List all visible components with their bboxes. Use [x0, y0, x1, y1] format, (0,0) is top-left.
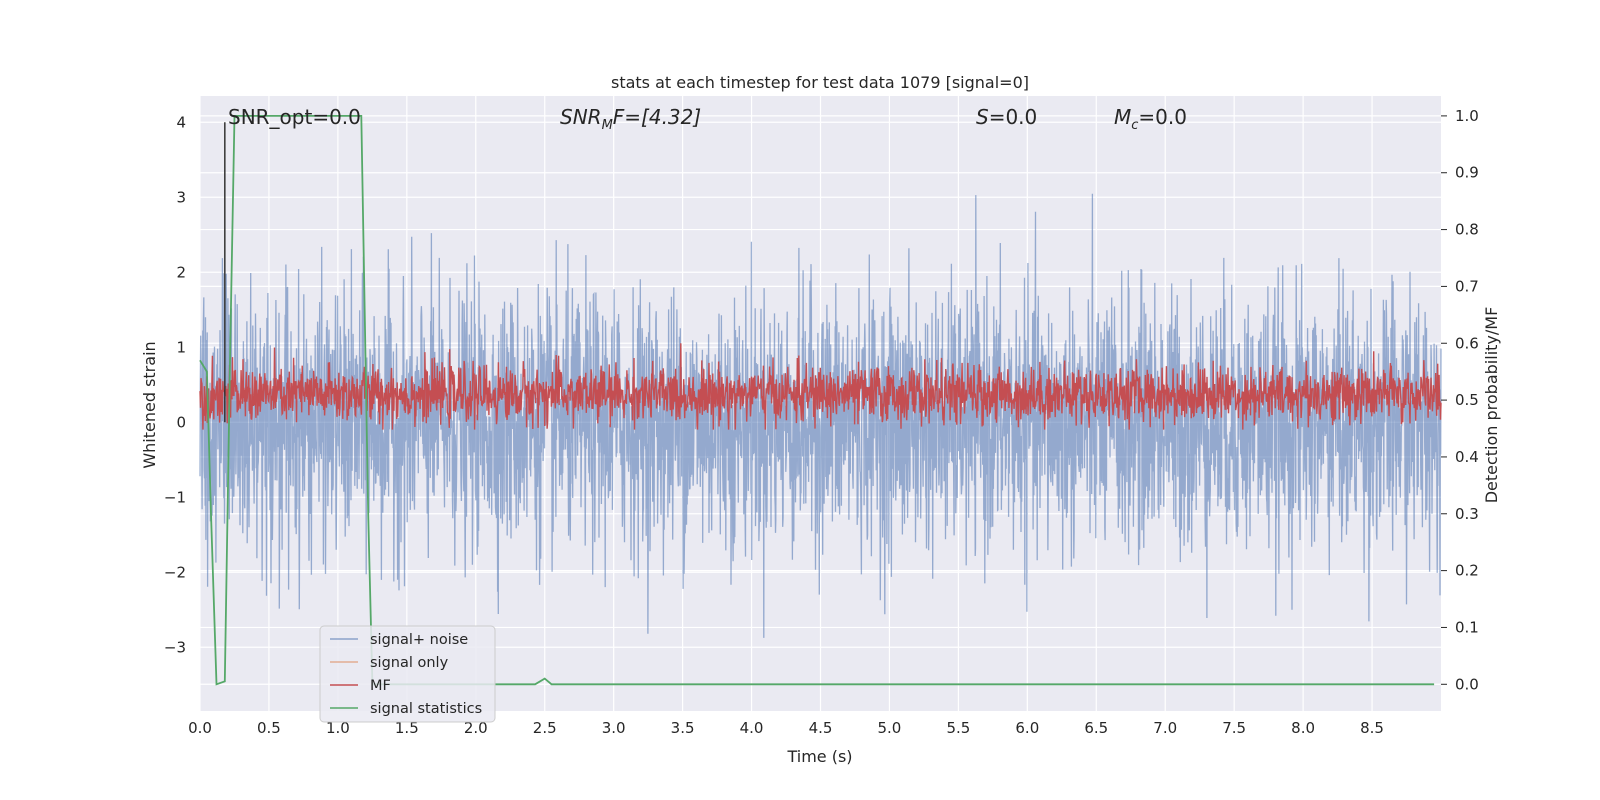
- y-axis-right-ticks: 1.0 0.9 0.8 0.7 0.6 0.5 0.4 0.3 0.2 0.1 0.0: [1441, 107, 1479, 693]
- x-tick-label: 0.5: [257, 719, 281, 737]
- annotation-snr-mf-sub: M: [602, 118, 613, 133]
- legend-box: [319, 625, 496, 723]
- y-left-tick-label: 4: [176, 113, 186, 131]
- x-tick-label: 4.0: [740, 719, 764, 737]
- y-right-tick-label: 0.9: [1455, 164, 1479, 182]
- legend-label-mf: MF: [370, 678, 391, 694]
- x-tick-label: 5.5: [946, 719, 970, 737]
- legend: signal+ noise signal only MF signal stat…: [319, 625, 496, 723]
- x-axis-label: Time (s): [786, 747, 852, 766]
- x-tick-label: 3.0: [602, 719, 626, 737]
- series-line-signal-noise: [199, 193, 1442, 638]
- x-tick-label: 7.0: [1153, 719, 1177, 737]
- series-mf: [199, 343, 1442, 430]
- x-tick-label: 6.0: [1015, 719, 1039, 737]
- y-axis-left-label: Whitened strain: [140, 341, 159, 468]
- annotation-snr-mf: SNRMF=[4.32]: [560, 105, 701, 133]
- y-left-tick-label: 3: [176, 188, 186, 206]
- y-right-tick-label: 1.0: [1455, 107, 1479, 125]
- series-line-signal-statistics: [199, 115, 1435, 686]
- legend-label-signal-noise: signal+ noise: [370, 632, 468, 648]
- y-left-tick-label: −2: [164, 563, 186, 581]
- series-line-mf: [199, 343, 1442, 430]
- chart-plot: [199, 96, 1442, 711]
- annotation-mc: Mc=0.0: [1114, 105, 1187, 133]
- y-right-tick-label: 0.5: [1455, 391, 1479, 409]
- y-left-tick-label: 0: [176, 413, 186, 431]
- y-axis-right-label: Detection probability/MF: [1482, 307, 1501, 504]
- y-right-tick-label: 0.0: [1455, 675, 1479, 693]
- y-right-tick-label: 0.2: [1455, 562, 1479, 580]
- y-right-tick-label: 0.6: [1455, 334, 1479, 352]
- annotation-snr-opt: SNR_opt=0.0: [228, 105, 361, 129]
- y-axis-left-ticks: 4 3 2 1 0 −1 −2 −3: [164, 113, 186, 656]
- annotation-snr-mf-var: SNR: [560, 105, 602, 129]
- x-tick-label: 1.5: [395, 719, 419, 737]
- annotation-s-var: S: [976, 105, 989, 129]
- legend-label-signal-only: signal only: [370, 655, 449, 671]
- annotation-s: S=0.0: [976, 105, 1037, 129]
- series-signal-statistics: [199, 115, 1435, 686]
- x-tick-label: 3.5: [671, 719, 695, 737]
- x-tick-label: 2.0: [464, 719, 488, 737]
- y-left-tick-label: −1: [164, 488, 186, 506]
- y-right-tick-label: 0.4: [1455, 448, 1479, 466]
- y-left-tick-label: 1: [176, 338, 186, 356]
- x-tick-label: 7.5: [1222, 719, 1246, 737]
- y-right-tick-label: 0.8: [1455, 221, 1479, 239]
- annotation-snr-mf-rest: F=[4.32]: [613, 105, 701, 129]
- y-right-tick-label: 0.1: [1455, 618, 1479, 636]
- annotation-mc-var: M: [1114, 105, 1131, 129]
- y-left-tick-label: 2: [176, 263, 186, 281]
- x-tick-label: 0.0: [188, 719, 212, 737]
- x-tick-label: 5.0: [878, 719, 902, 737]
- annotations: SNR_opt=0.0 SNRMF=[4.32] S=0.0 Mc=0.0: [228, 105, 1187, 133]
- x-tick-label: 8.5: [1360, 719, 1384, 737]
- y-right-tick-label: 0.7: [1455, 277, 1479, 295]
- legend-label-signal-statistics: signal statistics: [370, 701, 482, 717]
- y-right-tick-label: 0.3: [1455, 505, 1479, 523]
- series-signal-noise: [199, 193, 1442, 638]
- x-tick-label: 4.5: [809, 719, 833, 737]
- x-tick-label: 1.0: [326, 719, 350, 737]
- x-tick-label: 2.5: [533, 719, 557, 737]
- annotation-mc-rest: =0.0: [1138, 105, 1187, 129]
- x-axis-ticks: 0.0 0.5 1.0 1.5 2.0 2.5 3.0 3.5 4.0 4.5 5.0 5.5 6.0 6…: [188, 719, 1384, 737]
- x-tick-label: 6.5: [1084, 719, 1108, 737]
- y-left-tick-label: −3: [164, 638, 186, 656]
- annotation-s-rest: =0.0: [989, 105, 1038, 129]
- x-tick-label: 8.0: [1291, 719, 1315, 737]
- chart-title: stats at each timestep for test data 107…: [611, 73, 1029, 92]
- annotation-mc-sub: c: [1131, 118, 1138, 133]
